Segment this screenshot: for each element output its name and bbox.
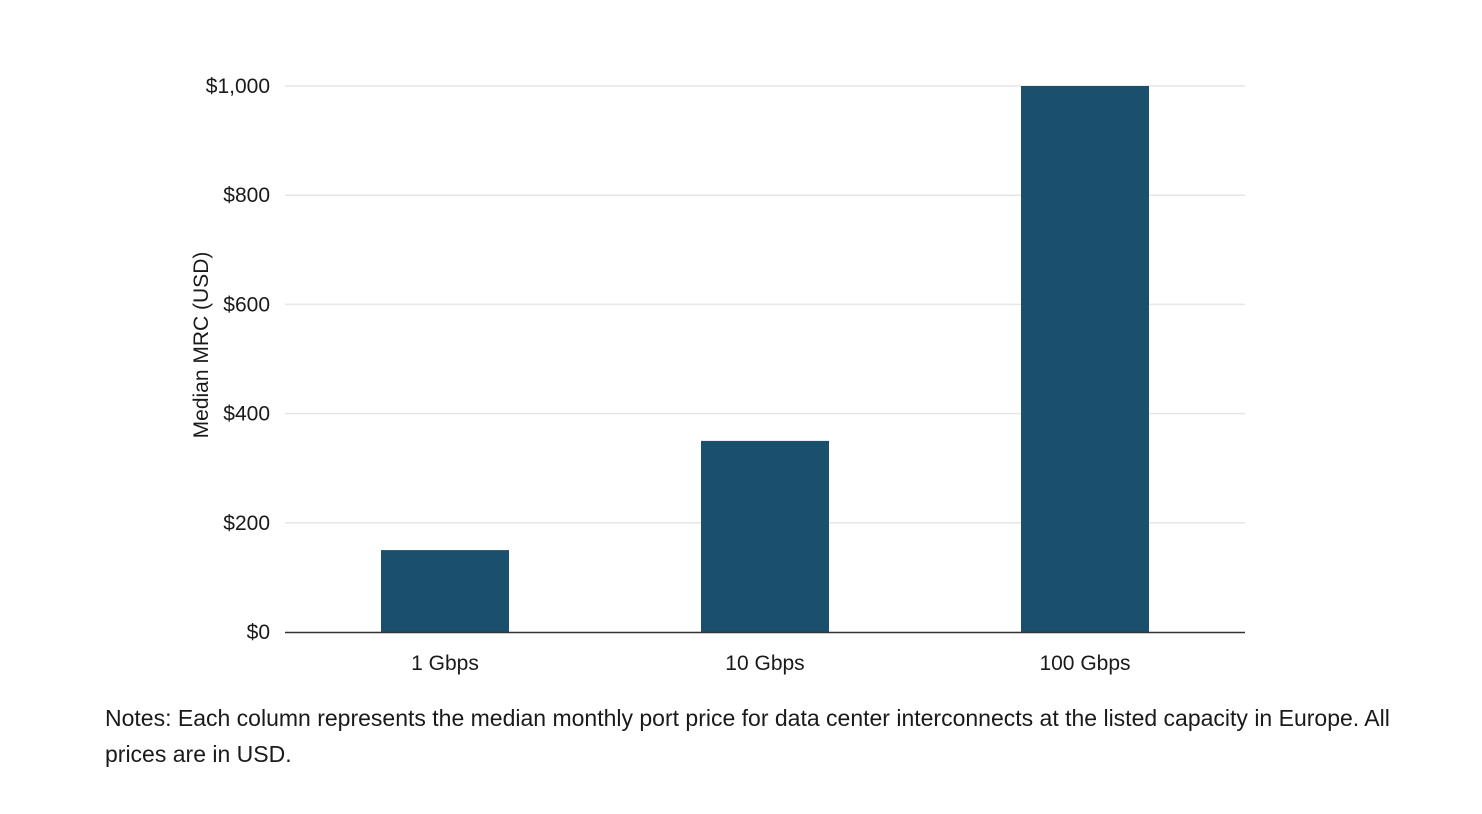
- y-tick-label: $400: [223, 403, 270, 426]
- tick-labels: $0 $200 $400 $600 $800 $1,000 1 Gbps 10 Gbps 100…: [206, 75, 1131, 675]
- x-tick-label: 10 Gbps: [725, 652, 804, 675]
- bar: [381, 550, 509, 632]
- y-tick-label: $1,000: [206, 75, 270, 98]
- bar: [1021, 86, 1149, 632]
- x-tick-label: 100 Gbps: [1039, 652, 1130, 675]
- bars: [381, 86, 1149, 632]
- y-tick-label: $800: [223, 184, 270, 207]
- y-tick-label: $600: [223, 293, 270, 316]
- y-tick-label: $0: [247, 621, 270, 644]
- y-tick-label: $200: [223, 512, 270, 535]
- x-tick-label: 1 Gbps: [411, 652, 479, 675]
- y-axis-title: Median MRC (USD): [190, 252, 213, 439]
- bar-chart: $0 $200 $400 $600 $800 $1,000 1 Gbps 10 Gbps 100…: [190, 75, 1245, 675]
- bar: [701, 440, 829, 632]
- chart-notes: Notes: Each column represents the median…: [105, 705, 1390, 767]
- chart-area: $0 $200 $400 $600 $800 $1,000 1 Gbps 10 Gbps 100…: [190, 75, 1245, 675]
